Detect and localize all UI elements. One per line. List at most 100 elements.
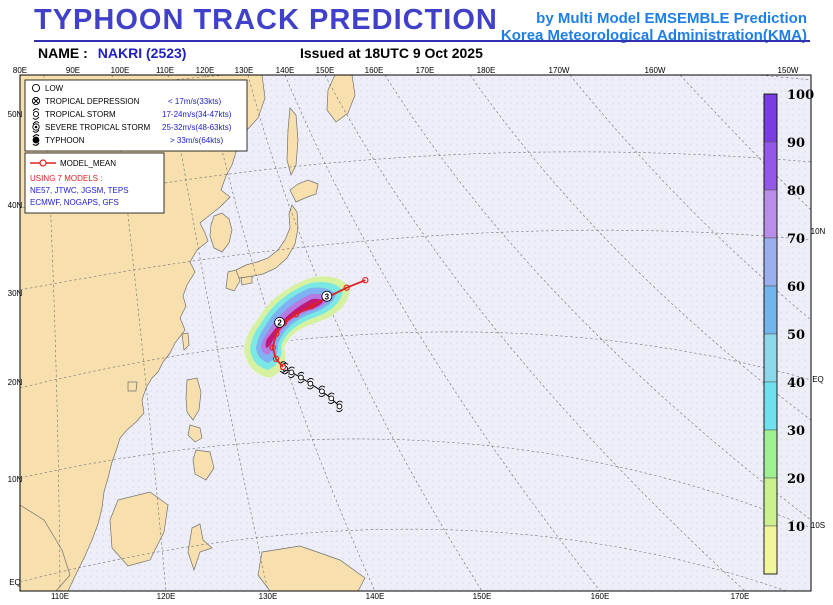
model-mean-point	[273, 330, 280, 337]
top-lon-label: 170E	[416, 66, 435, 75]
model-credit: by Multi Model EMSEMBLE Prediction	[536, 10, 807, 27]
right-latitude-labels: 10N EQ 10S	[811, 227, 826, 530]
kamchatka	[326, 75, 356, 123]
models-list-2: ECMWF, NOGAPS, GFS	[30, 198, 119, 207]
model-mean-point	[362, 277, 369, 284]
tropical-storm-marker	[288, 366, 295, 379]
bottom-lon-label: 160E	[591, 592, 610, 601]
colorbar-segment	[763, 237, 778, 287]
tropical-storm-marker	[318, 385, 326, 398]
left-lat-label: EQ	[9, 578, 21, 587]
bottom-lon-label: 120E	[157, 592, 176, 601]
forecast-day-label: 2	[277, 318, 282, 327]
storm-track: 23	[269, 277, 369, 413]
model-mean-icon	[30, 159, 56, 167]
tropical-storm-marker	[327, 392, 335, 405]
typhoon-name: NAME : NAKRI (2523)	[38, 45, 186, 61]
sumatra	[20, 504, 71, 591]
new-guinea	[257, 545, 366, 591]
legend-td-range: < 17m/s(33kts)	[168, 97, 221, 106]
models-list-1: NE57, JTWC, JGSM, TEPS	[30, 186, 129, 195]
top-lon-label: 120E	[196, 66, 215, 75]
left-lat-label: 30N	[8, 289, 23, 298]
mindanao	[192, 449, 215, 481]
legend-low-label: LOW	[45, 84, 64, 93]
sulawesi	[187, 523, 213, 572]
typhoon-icon	[32, 134, 40, 146]
tropical-depression-icon	[31, 96, 41, 106]
page-title: TYPHOON TRACK PREDICTION	[34, 4, 498, 36]
probability-colorbar: 100 90 80 70 60 50 40 30 20 10	[763, 88, 814, 575]
japan-kyushu	[225, 269, 241, 292]
colorbar-segment	[763, 93, 778, 143]
model-mean-label: MODEL_MEAN	[60, 159, 116, 168]
left-lat-label: 20N	[8, 378, 23, 387]
model-mean-point	[272, 355, 280, 362]
forecast-day-marker: 3	[321, 290, 333, 302]
colorbar-tick-label: 50	[787, 328, 805, 343]
top-lon-label: 170W	[549, 66, 570, 75]
legend-ts-label: TROPICAL STORM	[45, 110, 116, 119]
legend-sts-range: 25-32m/s(48-63kts)	[162, 123, 232, 132]
top-lon-label: 150W	[778, 66, 799, 75]
left-lat-label: 50N	[8, 110, 23, 119]
model-mean-point	[308, 303, 315, 310]
visayas	[187, 424, 203, 443]
legend-td-label: TROPICAL DEPRESSION	[45, 97, 140, 106]
bottom-lon-label: 110E	[51, 592, 69, 601]
low-icon	[31, 83, 41, 93]
top-lon-label: 110E	[156, 66, 174, 75]
agency-name: Korea Meteorological Administration(KMA)	[500, 27, 807, 44]
top-lon-label: 90E	[66, 66, 80, 75]
legend-ty-range: > 33m/s(64kts)	[170, 136, 223, 145]
severe-tropical-storm-icon	[32, 121, 40, 133]
name-label: NAME :	[38, 45, 88, 61]
name-value: NAKRI (2523)	[97, 45, 187, 61]
map-frame	[19, 74, 812, 592]
japan-hokkaido	[289, 179, 319, 203]
category-legend-box	[24, 79, 248, 152]
colorbar-segment	[763, 429, 778, 479]
hainan	[127, 381, 138, 392]
bottom-lon-label: 130E	[259, 592, 278, 601]
bottom-lon-label: 140E	[366, 592, 385, 601]
colorbar-segment	[763, 189, 778, 239]
issued-time: Issued at 18UTC 9 Oct 2025	[300, 45, 483, 61]
colorbar-segment	[763, 477, 778, 527]
top-lon-label: 100E	[111, 66, 130, 75]
model-mean-point	[343, 284, 350, 291]
model-mean-point	[279, 363, 287, 371]
korea-peninsula	[209, 212, 233, 253]
left-latitude-labels: 50N 40N 30N 20N 10N EQ	[8, 110, 23, 587]
japan-shikoku	[240, 275, 253, 286]
right-lat-label: EQ	[812, 375, 824, 384]
bottom-lon-label: 170E	[731, 592, 750, 601]
colorbar-segment	[763, 525, 778, 575]
top-lon-label: 160W	[645, 66, 666, 75]
colorbar-segment	[763, 285, 778, 335]
colorbar-segment	[763, 333, 778, 383]
colorbar-tick-label: 10	[787, 520, 805, 535]
bottom-longitude-labels: 110E 120E 130E 140E 150E 160E 170E	[51, 592, 749, 601]
header-divider	[34, 40, 810, 42]
left-lat-label: 40N	[8, 201, 23, 210]
bottom-lon-label: 150E	[473, 592, 492, 601]
colorbar-tick-label: 70	[787, 232, 805, 247]
taiwan	[181, 332, 190, 351]
colorbar-tick-label: 80	[787, 184, 805, 199]
japan-honshu	[235, 204, 299, 279]
colorbar-tick-label: 20	[787, 472, 805, 487]
tropical-storm-marker	[297, 371, 305, 384]
right-lat-label: 10S	[811, 521, 825, 530]
top-lon-label: 140E	[276, 66, 295, 75]
forecast-day-label: 3	[325, 292, 330, 301]
model-mean-point	[292, 311, 300, 318]
colorbar-segment	[763, 141, 778, 191]
colorbar-tick-label: 40	[787, 376, 805, 391]
legend-ty-label: TYPHOON	[45, 136, 85, 145]
colorbar-segment	[763, 381, 778, 431]
tropical-storm-marker	[307, 377, 314, 390]
top-lon-label: 80E	[13, 66, 27, 75]
borneo	[109, 491, 169, 567]
